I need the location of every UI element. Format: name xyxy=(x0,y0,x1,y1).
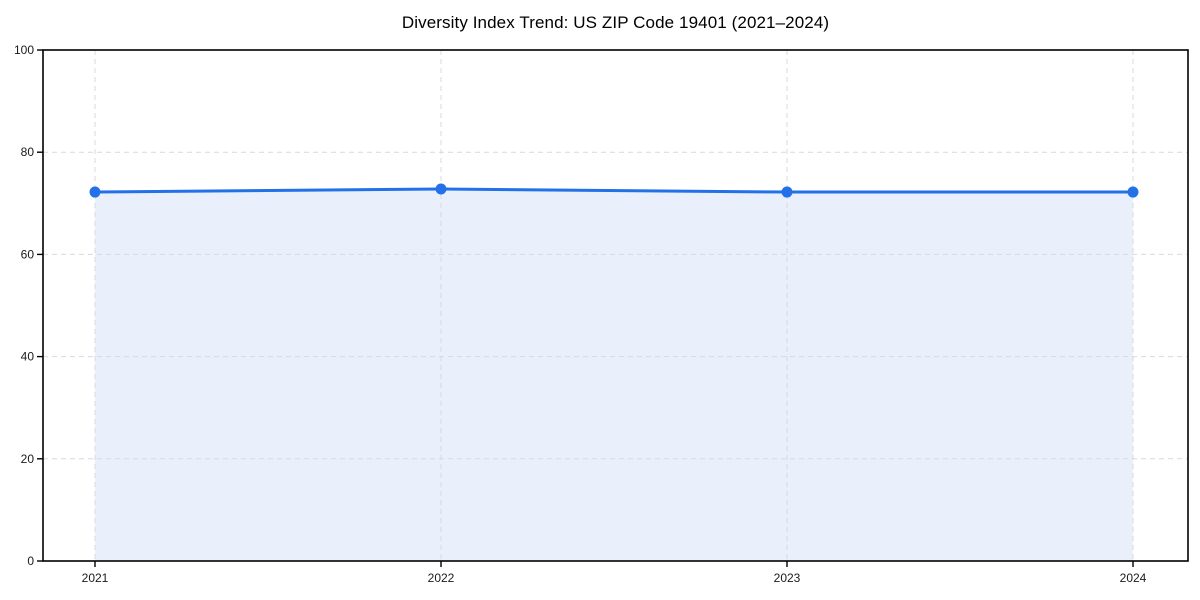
trend-line xyxy=(93,187,1135,194)
y-tick-label: 100 xyxy=(14,43,34,57)
chart-title: Diversity Index Trend: US ZIP Code 19401… xyxy=(401,13,830,32)
y-tick-label: 20 xyxy=(21,452,35,466)
data-point-marker-2023 xyxy=(781,186,793,198)
data-point-marker-2021 xyxy=(89,186,101,198)
area-fill xyxy=(95,188,1133,561)
y-tick-label: 0 xyxy=(27,554,34,568)
y-tick-label: 40 xyxy=(21,350,35,364)
data-point-marker-2022 xyxy=(435,183,447,195)
x-tick-label: 2021 xyxy=(82,571,109,585)
data-point-marker-2024 xyxy=(1127,186,1139,198)
y-tick-label: 60 xyxy=(21,247,35,261)
x-tick-label: 2024 xyxy=(1120,571,1147,585)
y-tick-label: 80 xyxy=(21,145,35,159)
x-tick-label: 2022 xyxy=(428,571,455,585)
x-tick-label: 2023 xyxy=(774,571,801,585)
axis-spines xyxy=(42,49,1189,562)
